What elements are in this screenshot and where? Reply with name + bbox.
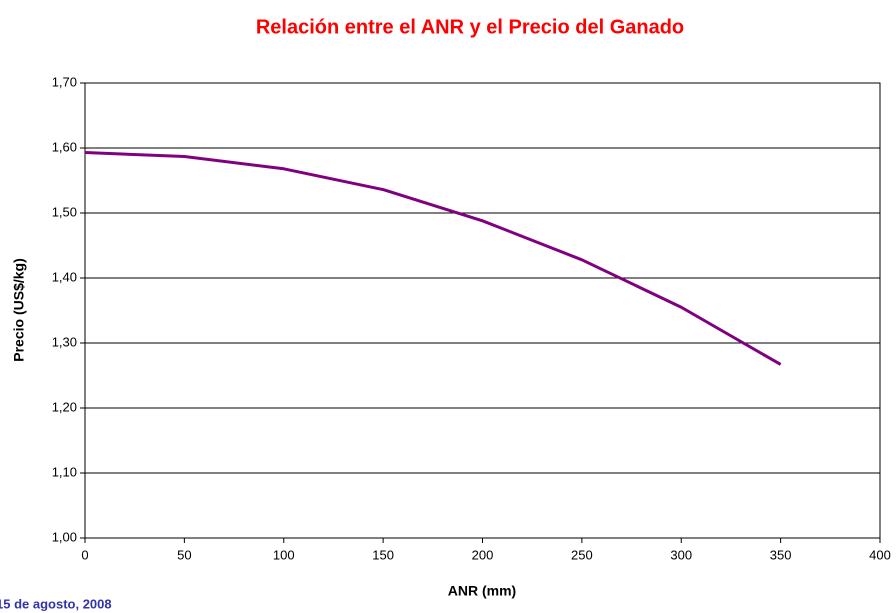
x-tick-label: 400: [869, 547, 891, 562]
x-tick-label: 350: [770, 547, 792, 562]
y-tick-label: 1,30: [52, 334, 77, 349]
y-tick-label: 1,50: [52, 204, 77, 219]
x-tick-label: 50: [177, 547, 191, 562]
x-tick-label: 0: [81, 547, 88, 562]
x-tick-label: 300: [670, 547, 692, 562]
y-tick-label: 1,10: [52, 464, 77, 479]
y-axis-label: Precio (US$/kg): [11, 258, 27, 361]
x-axis-label: ANR (mm): [448, 583, 516, 599]
y-tick-label: 1,40: [52, 269, 77, 284]
x-tick-label: 250: [571, 547, 593, 562]
y-tick-label: 1,70: [52, 74, 77, 89]
x-tick-label: 150: [372, 547, 394, 562]
x-tick-label: 200: [472, 547, 494, 562]
y-tick-label: 1,00: [52, 529, 77, 544]
chart-title: Relación entre el ANR y el Precio del Ga…: [256, 16, 684, 38]
x-tick-label: 100: [273, 547, 295, 562]
y-tick-label: 1,60: [52, 139, 77, 154]
line: [84, 151, 782, 366]
plot-area: [84, 82, 881, 539]
footnote: 15 de agosto, 2008: [0, 596, 112, 611]
y-tick-label: 1,20: [52, 399, 77, 414]
